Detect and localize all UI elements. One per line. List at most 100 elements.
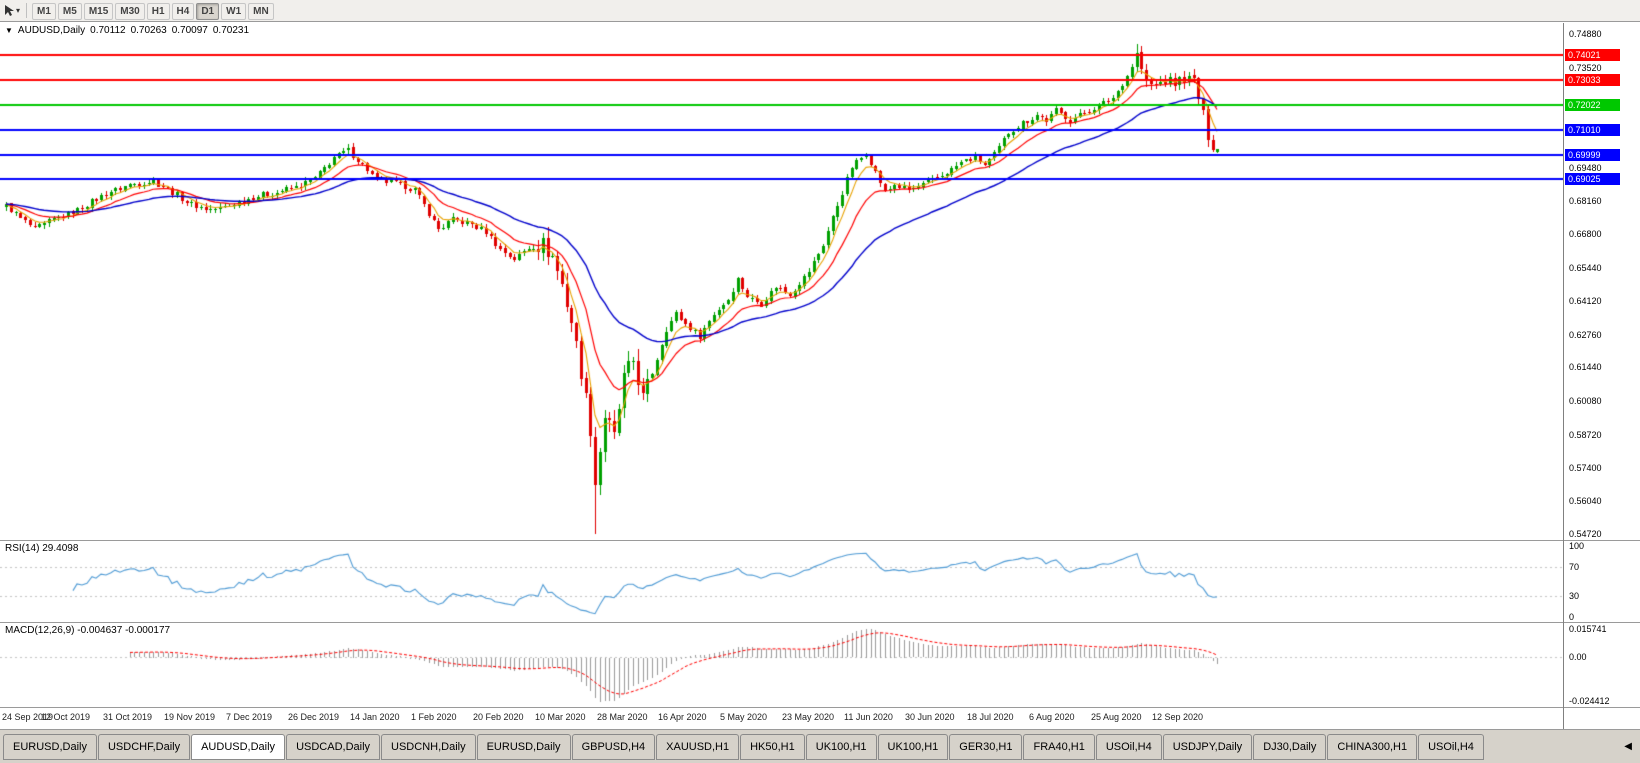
cursor-icon[interactable] bbox=[4, 4, 15, 17]
time-axis-label: 25 Aug 2020 bbox=[1091, 712, 1142, 722]
cursor-dropdown-icon[interactable]: ▾ bbox=[16, 6, 21, 15]
price-axis: 0.74880 0.73520 0.69480 0.68160 0.66800 0.654… bbox=[1564, 23, 1640, 540]
macd-label: MACD(12,26,9) -0.004637 -0.000177 bbox=[5, 625, 171, 636]
time-axis-label: 6 Aug 2020 bbox=[1029, 712, 1075, 722]
time-axis-label: 23 May 2020 bbox=[782, 712, 835, 722]
price-axis-label: 0.62760 bbox=[1569, 329, 1602, 340]
rsi-axis-label: 70 bbox=[1569, 561, 1580, 572]
rsi-canvas[interactable] bbox=[0, 541, 1563, 622]
macd-axis-label: 0.00 bbox=[1569, 652, 1587, 663]
timeframe-button-h1[interactable]: H1 bbox=[146, 3, 170, 20]
time-axis-label: 5 May 2020 bbox=[720, 712, 768, 722]
ohlc-low: 0.70097 bbox=[171, 25, 208, 36]
macd-axis-label: -0.024412 bbox=[1569, 696, 1610, 706]
price-line-label: 0.73033 bbox=[1565, 74, 1620, 86]
time-axis-label: 12 Sep 2020 bbox=[1152, 712, 1204, 722]
price-chart-canvas[interactable] bbox=[0, 23, 1563, 540]
chart-symbol: AUDUSD,Daily bbox=[17, 25, 86, 36]
time-axis-label: 28 Mar 2020 bbox=[597, 712, 648, 722]
timeframe-button-m30[interactable]: M30 bbox=[115, 3, 145, 20]
chart-tab-bar: EURUSD,Daily USDCHF,Daily AUDUSD,Daily USDC… bbox=[0, 729, 1640, 763]
chart-tab-eurusd-daily[interactable]: EURUSD,Daily bbox=[3, 733, 97, 760]
chart-tab-ger30-h1[interactable]: GER30,H1 bbox=[949, 733, 1023, 760]
axis-divider bbox=[1563, 23, 1564, 729]
price-line-label: 0.72022 bbox=[1565, 99, 1620, 111]
price-axis-label: 0.54720 bbox=[1569, 529, 1602, 539]
timeframe-button-w1[interactable]: W1 bbox=[221, 3, 247, 20]
chart-tab-fra40-h1[interactable]: FRA40,H1 bbox=[1023, 733, 1095, 760]
rsi-axis: 100 70 30 0 bbox=[1564, 541, 1640, 622]
chart-tab-xauusd-h1[interactable]: XAUUSD,H1 bbox=[656, 733, 740, 760]
time-axis-label: 20 Feb 2020 bbox=[473, 712, 524, 722]
timeframe-button-m15[interactable]: M15 bbox=[83, 3, 114, 20]
time-axis-label: 11 Jun 2020 bbox=[844, 712, 893, 722]
time-axis-label: 26 Dec 2019 bbox=[288, 712, 340, 722]
price-axis-label: 0.61440 bbox=[1569, 362, 1602, 373]
price-axis-label: 0.66800 bbox=[1569, 229, 1602, 240]
rsi-axis-label: 100 bbox=[1569, 541, 1585, 551]
timeframe-button-mn[interactable]: MN bbox=[248, 3, 274, 20]
chart-tab-uk100-h1[interactable]: UK100,H1 bbox=[877, 733, 949, 760]
toolbar-separator bbox=[26, 3, 28, 18]
chart-tab-usoil-h4[interactable]: USOil,H4 bbox=[1095, 733, 1162, 760]
top-toolbar: ▾ M1 M5 M15 M30 H1 H4 D1 W1 MN bbox=[0, 0, 1640, 22]
cursor-arrow-glyph bbox=[5, 5, 14, 16]
rsi-panel: RSI(14) 29.4098 100 70 30 0 bbox=[0, 541, 1640, 623]
chart-tab-hk50-h1[interactable]: HK50,H1 bbox=[740, 733, 805, 760]
price-axis-label: 0.69480 bbox=[1569, 162, 1602, 173]
price-axis-label: 0.68160 bbox=[1569, 195, 1602, 206]
ohlc-high: 0.70263 bbox=[130, 25, 167, 36]
price-line-label: 0.69999 bbox=[1565, 149, 1620, 161]
collapse-icon[interactable]: ▼ bbox=[5, 26, 13, 35]
chart-tab-audusd-daily[interactable]: AUDUSD,Daily bbox=[191, 733, 286, 760]
macd-axis-label: 0.015741 bbox=[1569, 624, 1607, 634]
macd-canvas[interactable] bbox=[0, 623, 1563, 707]
price-axis-label: 0.58720 bbox=[1569, 429, 1602, 440]
price-axis-label: 0.56040 bbox=[1569, 496, 1602, 507]
chart-header: ▼ AUDUSD,Daily 0.70112 0.70263 0.70097 0… bbox=[5, 25, 249, 36]
chart-tab-eurusd-daily[interactable]: EURUSD,Daily bbox=[476, 733, 571, 760]
price-axis-label: 0.57400 bbox=[1569, 462, 1602, 473]
time-axis-label: 1 Feb 2020 bbox=[411, 712, 457, 722]
chart-tab-usdcnh-daily[interactable]: USDCNH,Daily bbox=[381, 733, 476, 760]
time-axis-label: 19 Nov 2019 bbox=[164, 712, 216, 722]
chart-tabs: EURUSD,Daily USDCHF,Daily AUDUSD,Daily USDC… bbox=[3, 733, 1485, 760]
timeframe-button-m5[interactable]: M5 bbox=[57, 3, 82, 20]
rsi-axis-label: 0 bbox=[1569, 612, 1575, 622]
timeframe-button-group: M1 M5 M15 M30 H1 H4 D1 W1 MN bbox=[32, 1, 276, 20]
price-axis-label: 0.60080 bbox=[1569, 396, 1602, 407]
chart-tab-usdcad-daily[interactable]: USDCAD,Daily bbox=[286, 733, 381, 760]
price-line-label: 0.69025 bbox=[1565, 173, 1620, 185]
price-axis-label: 0.65440 bbox=[1569, 263, 1602, 274]
chart-tab-dj30-daily[interactable]: DJ30,Daily bbox=[1253, 733, 1327, 760]
chart-tab-usoil-h4[interactable]: USOil,H4 bbox=[1418, 733, 1484, 760]
timeframe-button-d1[interactable]: D1 bbox=[196, 3, 220, 20]
price-axis-label: 0.73520 bbox=[1569, 62, 1602, 73]
time-axis-label: 16 Apr 2020 bbox=[658, 712, 707, 722]
time-axis-label: 24 Sep 2019 bbox=[2, 712, 54, 722]
price-line-label: 0.74021 bbox=[1565, 49, 1620, 61]
time-axis-label: 31 Oct 2019 bbox=[103, 712, 153, 722]
ohlc-open: 0.70112 bbox=[90, 25, 126, 36]
time-axis-label: 18 Jul 2020 bbox=[967, 712, 1014, 722]
macd-panel: MACD(12,26,9) -0.004637 -0.000177 0.0157… bbox=[0, 623, 1640, 708]
chart-tab-gbpusd-h4[interactable]: GBPUSD,H4 bbox=[571, 733, 656, 760]
chart-area: ▼ AUDUSD,Daily 0.70112 0.70263 0.70097 0… bbox=[0, 23, 1640, 729]
ohlc-close: 0.70231 bbox=[212, 25, 250, 36]
chart-tab-usdchf-daily[interactable]: USDCHF,Daily bbox=[97, 733, 191, 760]
chart-tab-usdjpy-daily[interactable]: USDJPY,Daily bbox=[1162, 733, 1253, 760]
chart-tab-china300-h1[interactable]: CHINA300,H1 bbox=[1327, 733, 1418, 760]
macd-axis: 0.015741 0.00 -0.024412 bbox=[1564, 623, 1640, 707]
time-axis-label: 7 Dec 2019 bbox=[226, 712, 273, 722]
timeframe-button-h4[interactable]: H4 bbox=[171, 3, 195, 20]
time-axis-label: 12 Oct 2019 bbox=[41, 712, 91, 722]
time-axis-label: 14 Jan 2020 bbox=[350, 712, 400, 722]
chart-tab-uk100-h1[interactable]: UK100,H1 bbox=[805, 733, 877, 760]
time-axis-label: 30 Jun 2020 bbox=[905, 712, 955, 722]
price-axis-label: 0.74880 bbox=[1569, 29, 1602, 39]
rsi-axis-label: 30 bbox=[1569, 591, 1580, 602]
timeframe-button-m1[interactable]: M1 bbox=[32, 3, 56, 20]
tab-scroll-left-icon[interactable]: ◀ bbox=[1624, 741, 1632, 752]
price-axis-label: 0.64120 bbox=[1569, 295, 1602, 306]
time-axis: 24 Sep 2019 12 Oct 2019 31 Oct 2019 19 Nov … bbox=[0, 708, 1640, 729]
